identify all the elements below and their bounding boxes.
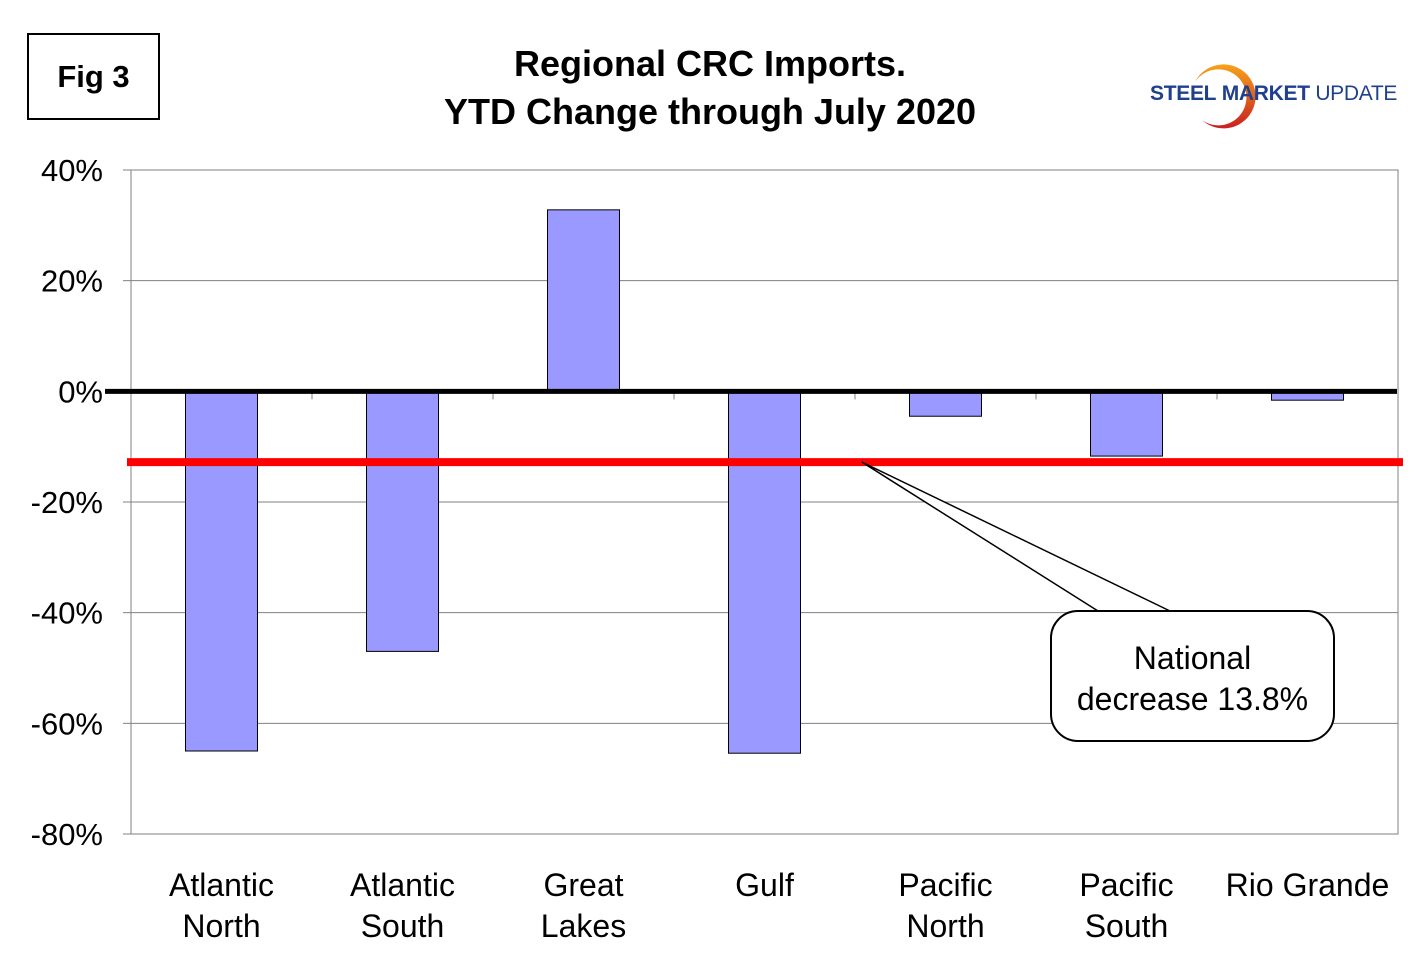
bar <box>909 390 982 417</box>
logo-text: STEEL MARKET UPDATE <box>1150 82 1397 106</box>
x-tick-label: Lakes <box>541 908 626 944</box>
title-line-2: YTD Change through July 2020 <box>443 91 977 132</box>
y-tick-label: -80% <box>31 817 103 852</box>
x-tick-label: Great <box>543 867 623 903</box>
x-tick-label: Pacific <box>1079 867 1173 903</box>
steel-market-update-logo: STEEL MARKET UPDATE <box>1150 62 1397 132</box>
callout-pointer <box>861 461 1171 612</box>
x-tick-label: Atlantic <box>169 867 274 903</box>
figure-label: Fig 3 <box>27 33 160 120</box>
bar <box>728 390 801 754</box>
bar <box>185 390 258 752</box>
y-tick-label: -60% <box>31 706 103 741</box>
y-tick-label: -40% <box>31 596 103 631</box>
x-tick-label: Atlantic <box>350 867 455 903</box>
x-tick-label: North <box>906 908 984 944</box>
y-tick-label: 20% <box>41 264 103 299</box>
title-line-1: Regional CRC Imports. <box>513 43 907 84</box>
y-tick-label: 0% <box>58 374 103 409</box>
x-tick-label: Gulf <box>735 867 794 903</box>
bar <box>1090 390 1163 457</box>
callout-line-1: National <box>1133 640 1252 676</box>
y-tick-label: 40% <box>41 153 103 188</box>
chart-title: Regional CRC Imports. YTD Change through… <box>380 40 1040 136</box>
national-decrease-callout: National decrease 13.8% <box>1050 610 1335 742</box>
plot-border <box>130 169 1399 835</box>
bar <box>547 209 620 392</box>
callout-line-2: decrease 13.8% <box>1076 681 1309 717</box>
x-tick-label: Rio Grande <box>1226 867 1390 903</box>
x-tick-label: South <box>361 908 445 944</box>
bar <box>366 390 439 652</box>
logo-market: MARKET <box>1221 82 1310 105</box>
x-tick-label: South <box>1085 908 1169 944</box>
x-tick-label: Pacific <box>898 867 992 903</box>
x-tick-label: North <box>182 908 260 944</box>
y-tick-label: -20% <box>31 485 103 520</box>
logo-update: UPDATE <box>1315 82 1398 105</box>
logo-steel: STEEL <box>1150 82 1217 105</box>
